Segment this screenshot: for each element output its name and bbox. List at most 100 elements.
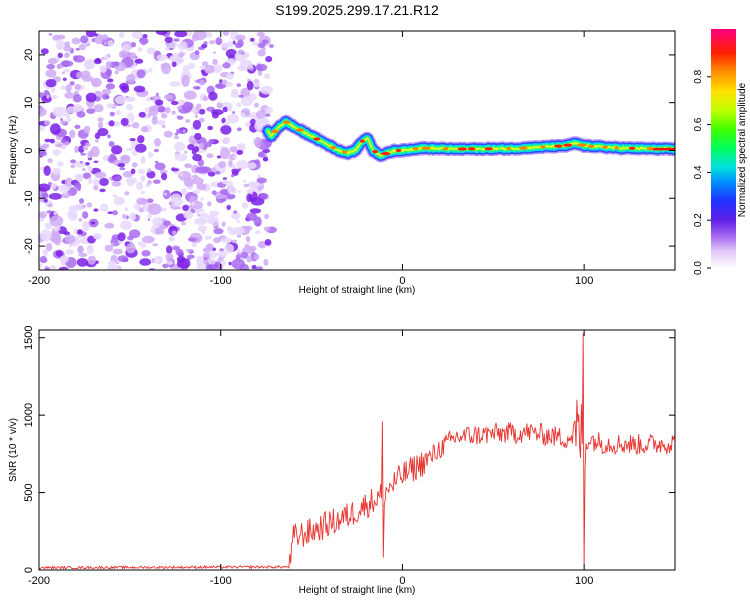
signal-peak	[602, 145, 608, 149]
noise-blob	[45, 79, 57, 88]
noise-blob	[128, 52, 137, 60]
noise-blob	[181, 74, 190, 87]
noise-blob	[226, 113, 240, 124]
snr-panel: -200 -100 0 100 0 500 1000 1500 Height of stra…	[8, 325, 676, 596]
noise-blob	[211, 111, 219, 119]
colorbar: 0.0 0.2 0.4 0.6 0.8 Normalized spectral ampl…	[693, 29, 748, 275]
noise-blob	[79, 198, 84, 204]
noise-blob	[193, 31, 207, 41]
noise-blob	[222, 42, 228, 49]
noise-blob	[73, 182, 82, 189]
noise-blob	[93, 160, 99, 163]
noise-blob	[262, 157, 269, 162]
noise-blob	[182, 129, 186, 134]
x-tick-label: 0	[399, 575, 405, 587]
noise-blob	[221, 259, 226, 266]
noise-blob	[146, 47, 157, 55]
noise-blob	[235, 254, 241, 261]
noise-blob	[162, 263, 169, 269]
noise-blob	[264, 106, 274, 114]
noise-blob	[94, 33, 99, 37]
noise-blob	[235, 34, 246, 41]
noise-blob	[73, 55, 78, 62]
noise-blob	[80, 152, 87, 156]
signal-peak	[372, 150, 379, 154]
noise-blob	[111, 145, 123, 155]
colorbar-tick-label: 0.6	[693, 117, 704, 131]
noise-blob	[169, 81, 181, 87]
noise-blob	[131, 122, 140, 129]
noise-blob	[228, 261, 232, 266]
noise-blob	[199, 142, 205, 149]
noise-blob	[246, 193, 252, 203]
noise-blob	[101, 34, 108, 41]
noise-blob	[213, 51, 216, 54]
noise-blob	[52, 34, 61, 41]
noise-blob	[260, 85, 273, 95]
noise-blob	[85, 31, 96, 38]
noise-blob	[184, 163, 193, 169]
noise-blob	[74, 145, 80, 153]
y-tick-label: -10	[23, 190, 35, 206]
noise-blob	[232, 111, 236, 114]
colorbar-tick-label: 0.0	[693, 261, 704, 275]
noise-blob	[39, 125, 45, 132]
noise-blob	[236, 220, 241, 223]
noise-blob	[178, 52, 185, 58]
noise-blob	[185, 119, 191, 123]
noise-blob	[86, 244, 94, 255]
colorbar-tick-label: 0.4	[693, 165, 704, 179]
noise-blob	[215, 37, 223, 46]
noise-blob	[75, 47, 80, 51]
noise-blob	[223, 136, 231, 145]
noise-blob	[236, 160, 249, 170]
noise-blob	[104, 244, 114, 252]
noise-blob	[139, 37, 149, 45]
noise-blob	[176, 128, 183, 134]
signal-peak	[457, 147, 468, 151]
signal-peak	[381, 152, 391, 156]
noise-blob	[47, 158, 53, 164]
signal-peak	[395, 148, 402, 153]
spectrogram-y-axis: -20 -10 0 10 20	[23, 49, 675, 254]
noise-blob	[236, 190, 242, 193]
noise-blob	[244, 225, 253, 231]
noise-blob	[51, 167, 62, 176]
noise-blob	[216, 250, 228, 258]
noise-blob	[191, 201, 196, 206]
noise-blob	[125, 177, 138, 184]
noise-blob	[76, 71, 83, 79]
noise-blob	[169, 196, 183, 207]
noise-blob	[170, 100, 179, 106]
noise-blob	[82, 204, 86, 208]
noise-blob	[147, 214, 153, 219]
noise-blob	[64, 234, 76, 244]
noise-blob	[49, 215, 64, 227]
noise-blob	[146, 198, 154, 203]
noise-blob	[248, 93, 257, 101]
signal-peak	[484, 147, 493, 151]
noise-blob	[265, 56, 273, 63]
noise-blob	[230, 174, 235, 178]
noise-blob	[222, 31, 230, 36]
noise-blob	[243, 179, 247, 183]
noise-blob	[122, 44, 131, 51]
x-tick-label: 100	[575, 575, 593, 587]
noise-blob	[237, 49, 245, 55]
noise-blob	[211, 216, 220, 228]
noise-blob	[87, 165, 93, 172]
noise-blob	[86, 108, 96, 114]
noise-blob	[243, 183, 250, 188]
noise-blob	[111, 180, 122, 187]
noise-blob	[39, 147, 46, 156]
noise-blob	[216, 102, 223, 109]
noise-blob	[73, 161, 87, 168]
y-tick-label: 20	[23, 49, 35, 61]
noise-blob	[88, 150, 94, 158]
noise-blob	[61, 71, 66, 74]
noise-blob	[227, 106, 233, 112]
figure-title: S199.2025.299.17.21.R12	[275, 2, 439, 18]
noise-blob	[106, 103, 114, 109]
noise-blob	[255, 110, 267, 119]
noise-blob	[155, 31, 168, 36]
